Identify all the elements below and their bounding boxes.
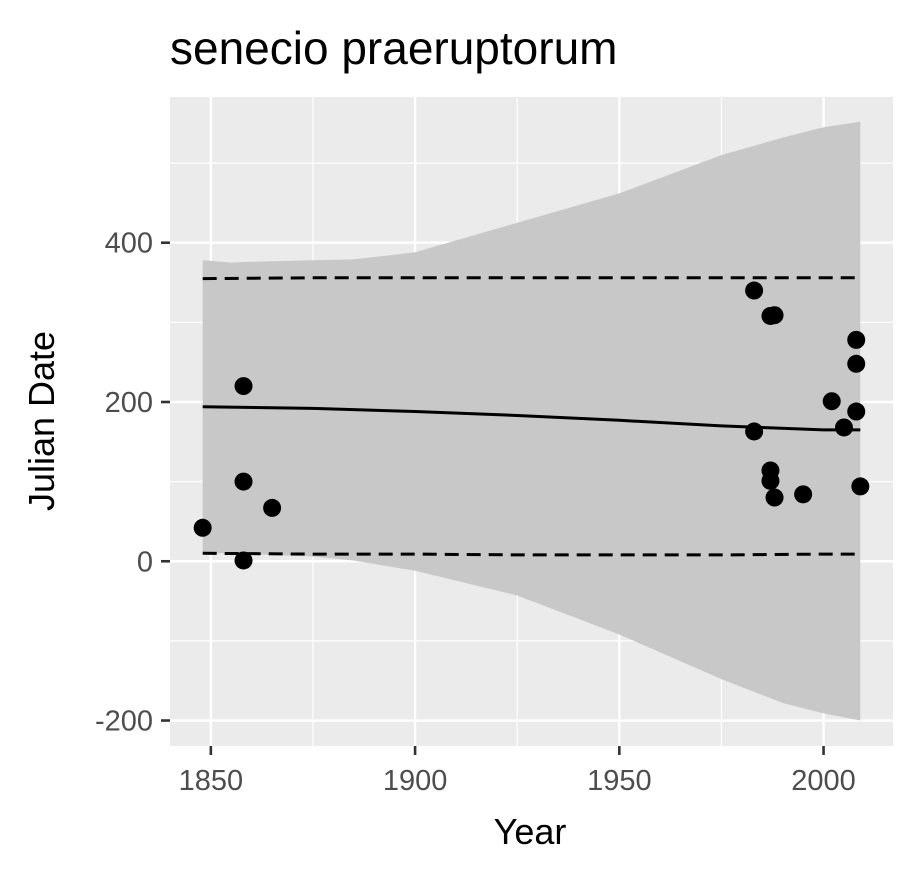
data-point bbox=[834, 418, 853, 437]
upper-bound-line bbox=[202, 276, 861, 281]
data-point bbox=[847, 330, 866, 349]
x-tick-label: 1900 bbox=[383, 765, 448, 797]
y-axis-title: Julian Date bbox=[21, 331, 62, 511]
data-point bbox=[745, 422, 764, 441]
data-point bbox=[822, 392, 841, 411]
y-axis: -200 0 200 400 bbox=[95, 228, 170, 738]
x-tick-label: 2000 bbox=[791, 765, 856, 797]
lower-bound-line bbox=[202, 551, 861, 557]
data-point bbox=[193, 518, 212, 537]
data-point bbox=[794, 485, 813, 504]
data-point bbox=[745, 281, 764, 300]
data-point bbox=[765, 488, 784, 507]
data-point bbox=[765, 306, 784, 325]
y-tick-label: 200 bbox=[105, 387, 153, 419]
y-tick-label: -200 bbox=[95, 706, 153, 738]
data-point bbox=[234, 377, 253, 396]
chart-title: senecio praeruptorum bbox=[170, 22, 617, 74]
data-points bbox=[193, 281, 870, 570]
data-point bbox=[851, 477, 870, 496]
data-point bbox=[847, 354, 866, 373]
data-point bbox=[263, 498, 282, 517]
data-point bbox=[234, 472, 253, 491]
x-axis-title: Year bbox=[494, 811, 567, 852]
data-point bbox=[847, 402, 866, 421]
confidence-band bbox=[202, 121, 861, 721]
fit-line bbox=[202, 405, 861, 432]
y-tick-label: 0 bbox=[137, 546, 153, 578]
x-axis: 1850 1900 1950 2000 bbox=[179, 746, 856, 797]
data-point bbox=[234, 551, 253, 570]
x-tick-label: 1850 bbox=[179, 765, 244, 797]
y-tick-label: 400 bbox=[105, 228, 153, 260]
x-tick-label: 1950 bbox=[587, 765, 652, 797]
data-point bbox=[761, 471, 780, 490]
